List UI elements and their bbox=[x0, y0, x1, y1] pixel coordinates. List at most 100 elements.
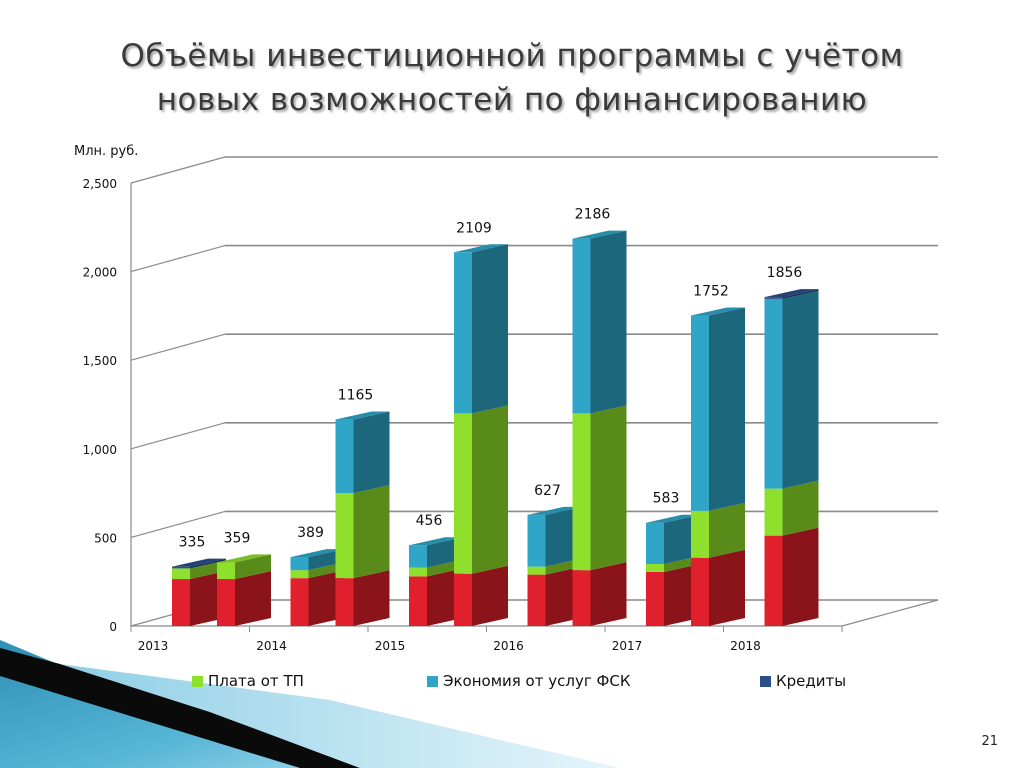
bar-segment-side-base bbox=[782, 527, 819, 626]
bar-segment-side-base bbox=[235, 571, 271, 626]
y-axis-unit-label: Млн. руб. bbox=[74, 144, 138, 159]
bar-segment-front-plata_tp bbox=[646, 563, 664, 572]
bar-top-cap bbox=[290, 549, 345, 558]
grid-side-line bbox=[130, 333, 226, 361]
bar-segment-front-base bbox=[646, 571, 664, 626]
bar-top-cap bbox=[454, 244, 508, 253]
bar-segment-front-plata_tp bbox=[572, 413, 591, 571]
grid-side-line bbox=[130, 245, 226, 273]
bar-top-cap bbox=[217, 554, 271, 563]
bar-segment-front-plata_tp bbox=[335, 493, 354, 579]
floor-right-line bbox=[841, 599, 939, 627]
bar-total-label: 627 bbox=[534, 483, 561, 499]
grid-side-line bbox=[130, 510, 226, 538]
bar-top-cap bbox=[409, 537, 463, 546]
bar-2013-2 bbox=[217, 554, 271, 626]
bar-2016-2 bbox=[572, 230, 627, 626]
bar-segment-side-base bbox=[353, 570, 390, 626]
bar-segment-front-ekonomia_fsk bbox=[764, 298, 783, 489]
bar-segment-front-plata_tp bbox=[217, 562, 235, 580]
bar-segment-side-ekonomia_fsk bbox=[709, 307, 745, 511]
slide-title: Объёмы инвестиционной программы с учётом… bbox=[0, 34, 1024, 122]
bar-2015-2 bbox=[454, 244, 508, 626]
bar-segment-side-plata_tp bbox=[782, 480, 819, 536]
bar-segment-front-ekonomia_fsk bbox=[646, 522, 664, 564]
bar-segment-side-ekonomia_fsk bbox=[782, 290, 819, 489]
bar-total-label: 456 bbox=[416, 513, 443, 529]
bar-segment-front-ekonomia_fsk bbox=[691, 315, 709, 511]
bar-top-cap bbox=[335, 411, 390, 420]
bar-segment-front-plata_tp bbox=[454, 413, 472, 574]
legend-swatch-ekonomia-fsk bbox=[427, 675, 438, 687]
bar-total-label: 1752 bbox=[693, 284, 729, 300]
y-tick-label: 1,000 bbox=[83, 443, 117, 457]
bar-segment-side-base bbox=[590, 562, 627, 626]
bar-segment-front-plata_tp bbox=[691, 510, 709, 558]
x-tick-label: 2016 bbox=[493, 639, 524, 653]
grid-side-line bbox=[130, 422, 226, 450]
bar-segment-front-kredity bbox=[172, 566, 190, 569]
y-tick-label: 1,500 bbox=[83, 354, 117, 368]
y-tick-label: 2,500 bbox=[83, 177, 117, 191]
bar-top-cap bbox=[572, 230, 627, 239]
bar-segment-front-ekonomia_fsk bbox=[454, 252, 472, 414]
bar-segment-front-base bbox=[691, 557, 709, 626]
bar-segment-side-base bbox=[472, 565, 508, 626]
bar-segment-front-ekonomia_fsk bbox=[335, 419, 354, 494]
x-tick-label: 2013 bbox=[138, 639, 169, 653]
x-tick-label: 2018 bbox=[730, 639, 761, 653]
bar-total-label: 335 bbox=[179, 535, 206, 551]
grid-side-line bbox=[130, 156, 226, 184]
bar-top-cap bbox=[527, 506, 582, 515]
y-tick-label: 2,000 bbox=[83, 266, 117, 280]
chart-legend: Плата от ТП Экономия от услуг ФСК Кредит… bbox=[0, 672, 1024, 696]
bar-segment-side-plata_tp bbox=[472, 405, 508, 574]
bar-segment-front-base bbox=[290, 578, 309, 626]
slide-title-line2: новых возможностей по финансированию bbox=[156, 82, 868, 118]
bar-segment-side-plata_tp bbox=[353, 485, 390, 579]
bar-top-cap bbox=[691, 307, 745, 316]
legend-swatch-kredity bbox=[760, 675, 771, 687]
bar-segment-front-ekonomia_fsk bbox=[572, 238, 591, 414]
bar-total-label: 389 bbox=[297, 525, 324, 541]
bar-segment-side-kredity bbox=[782, 289, 819, 299]
bar-2017-2 bbox=[691, 307, 745, 626]
bar-segment-front-ekonomia_fsk bbox=[290, 557, 309, 571]
y-tick-label: 0 bbox=[109, 620, 117, 634]
bar-segment-front-plata_tp bbox=[764, 488, 783, 536]
bar-segment-front-base bbox=[527, 574, 546, 626]
legend-item-ekonomia-fsk: Экономия от услуг ФСК bbox=[427, 672, 631, 690]
bar-segment-front-plata_tp bbox=[172, 568, 190, 580]
bar-segment-side-plata_tp bbox=[590, 405, 627, 571]
x-tick-label: 2014 bbox=[256, 639, 287, 653]
bar-segment-front-ekonomia_fsk bbox=[527, 514, 546, 567]
total-labels: 335 359 389 1165 456 2109 627 2186 583 1752 1856 bbox=[179, 207, 803, 551]
x-tick-label: 2017 bbox=[612, 639, 643, 653]
bar-segment-side-ekonomia_fsk bbox=[590, 230, 627, 414]
bars bbox=[172, 230, 819, 626]
slide-title-line1: Объёмы инвестиционной программы с учётом bbox=[120, 38, 904, 74]
bar-segment-front-base bbox=[217, 579, 235, 626]
legend-label-ekonomia-fsk: Экономия от услуг ФСК bbox=[443, 672, 631, 690]
bar-total-label: 2186 bbox=[575, 207, 611, 223]
bar-top-cap bbox=[172, 558, 226, 567]
y-tick-label: 500 bbox=[94, 531, 117, 545]
bar-segment-front-base bbox=[572, 570, 591, 626]
legend-item-plata-tp: Плата от ТП bbox=[192, 672, 304, 690]
x-tick-label: 2015 bbox=[375, 639, 406, 653]
bar-total-label: 1856 bbox=[767, 265, 803, 281]
bar-total-label: 583 bbox=[653, 491, 680, 507]
bar-segment-side-plata_tp bbox=[235, 554, 271, 580]
bar-top-cap bbox=[764, 289, 819, 298]
legend-label-plata-tp: Плата от ТП bbox=[208, 672, 304, 690]
bar-total-label: 2109 bbox=[456, 220, 492, 236]
bar-segment-side-ekonomia_fsk bbox=[353, 411, 390, 494]
bar-2018-1 bbox=[764, 289, 819, 626]
legend-label-kredity: Кредиты bbox=[776, 672, 847, 690]
x-axis-labels: 2013 2014 2015 2016 2017 2018 bbox=[130, 626, 843, 653]
bar-segment-front-plata_tp bbox=[290, 570, 309, 579]
legend-swatch-plata-tp bbox=[192, 675, 203, 687]
page-number: 21 bbox=[981, 734, 998, 749]
